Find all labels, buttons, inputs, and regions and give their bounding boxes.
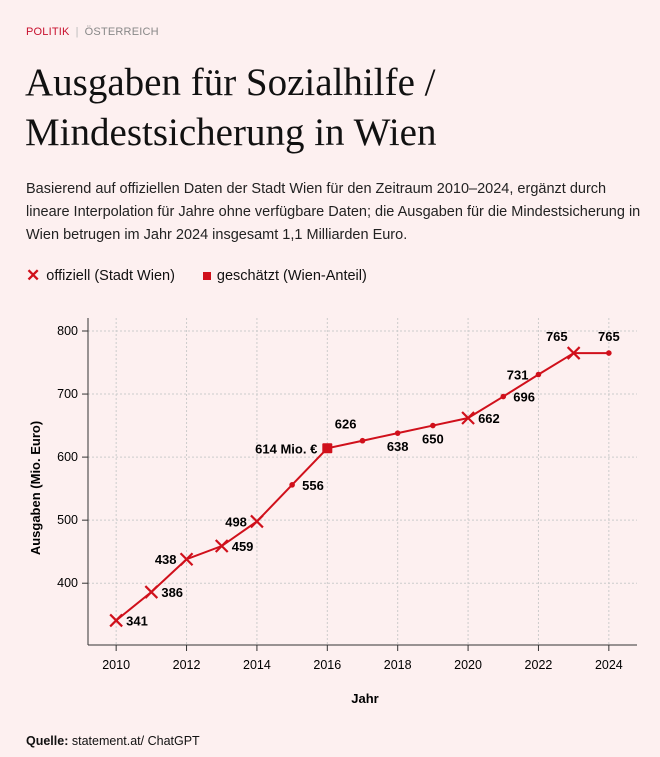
data-label: 731 <box>507 368 529 383</box>
chart-legend: ✕ offiziell (Stadt Wien) geschätzt (Wien… <box>26 266 367 286</box>
data-label: 650 <box>422 432 444 447</box>
dot-marker <box>430 422 436 429</box>
data-label: 614 Mio. € <box>255 441 317 456</box>
data-label: 765 <box>598 329 620 344</box>
dot-marker <box>606 350 612 356</box>
x-tick-label: 2012 <box>173 658 201 672</box>
x-tick-label: 2016 <box>313 658 341 672</box>
x-tick-label: 2024 <box>595 658 623 672</box>
cross-marker <box>461 411 475 425</box>
description: Basierend auf offiziellen Daten der Stad… <box>26 181 641 243</box>
x-tick-label: 2010 <box>102 658 130 672</box>
breadcrumb: POLITIK | ÖSTERREICH <box>26 26 159 38</box>
data-label: 498 <box>225 514 247 529</box>
square-marker <box>322 443 333 454</box>
data-label: 556 <box>302 478 324 493</box>
dot-marker <box>359 437 366 444</box>
source-label: Quelle: <box>26 734 69 748</box>
data-label: 459 <box>232 539 254 554</box>
data-label: 386 <box>161 585 183 600</box>
y-tick-label: 800 <box>57 324 78 338</box>
data-label: 765 <box>546 329 568 344</box>
y-tick-label: 700 <box>57 387 78 401</box>
data-label: 438 <box>155 552 177 567</box>
x-tick-label: 2014 <box>243 658 271 672</box>
x-tick-label: 2020 <box>454 658 482 672</box>
legend-estimated: geschätzt (Wien-Anteil) <box>216 268 367 284</box>
data-label: 341 <box>126 613 148 628</box>
cross-marker <box>214 539 229 553</box>
data-label: 662 <box>478 411 500 426</box>
cross-marker <box>179 552 194 567</box>
y-tick-label: 600 <box>57 450 78 464</box>
source-text: statement.at/ ChatGPT <box>71 734 200 748</box>
subcategory-link[interactable]: ÖSTERREICH <box>84 26 159 38</box>
dot-marker <box>394 430 401 436</box>
dot-marker <box>289 482 295 488</box>
y-tick-label: 500 <box>57 513 78 527</box>
cross-marker <box>566 346 581 360</box>
category-link[interactable]: POLITIK <box>26 26 70 38</box>
x-axis-label: Jahr <box>351 691 378 706</box>
source: Quelle: statement.at/ ChatGPT <box>26 734 200 748</box>
y-tick-label: 400 <box>57 576 78 590</box>
cross-marker <box>109 613 123 628</box>
page-title: Ausgaben für Sozialhilfe / Mindestsicher… <box>25 61 437 154</box>
data-label: 626 <box>335 417 357 432</box>
cross-marker-icon: ✕ <box>26 266 41 285</box>
divider: | <box>75 26 79 38</box>
square-marker-icon <box>202 272 211 280</box>
data-label: 638 <box>387 439 409 454</box>
dot-marker <box>500 393 507 400</box>
cross-marker <box>250 514 264 529</box>
data-label: 696 <box>513 390 535 405</box>
dot-marker <box>535 371 542 378</box>
x-tick-label: 2018 <box>384 658 412 672</box>
legend-official: offiziell (Stadt Wien) <box>46 268 175 284</box>
x-tick-label: 2022 <box>525 658 553 672</box>
y-axis-label: Ausgaben (Mio. Euro) <box>28 421 43 555</box>
cross-marker <box>144 585 159 599</box>
